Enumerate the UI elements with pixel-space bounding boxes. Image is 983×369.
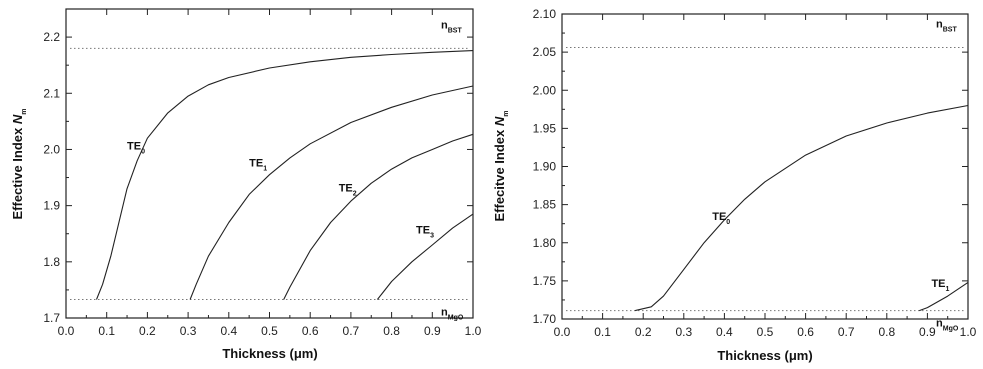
series-label-te3-main: TE: [416, 225, 430, 237]
x-tick-label: 0.3: [180, 324, 197, 338]
x-tick-label: 1.0: [960, 325, 977, 339]
reference-line-label-sub: MgO: [448, 314, 464, 321]
y-axis-label-symbol: N: [492, 116, 507, 126]
y-axis-label-symbol: N: [10, 114, 25, 124]
x-tick-label: 0.1: [594, 325, 611, 339]
series-label-te2-main: TE: [339, 183, 353, 195]
series-label-te2-sub: 2: [353, 191, 357, 198]
series-label-te0-sub: 0: [726, 219, 730, 226]
y-tick-label: 2.00: [533, 83, 557, 97]
x-tick-label: 0.7: [343, 324, 360, 338]
y-tick-label: 1.95: [533, 121, 557, 135]
x-axis-label: Thickness (μm): [222, 346, 317, 361]
y-axis-label-sub: m: [21, 109, 28, 115]
x-tick-label: 0.9: [919, 325, 936, 339]
x-tick-label: 0.7: [838, 325, 855, 339]
x-tick-label: 0.5: [261, 324, 278, 338]
y-tick-label: 2.10: [533, 7, 557, 21]
y-tick-label: 1.9: [43, 199, 60, 213]
reference-line-label: nBST: [441, 19, 462, 34]
x-tick-label: 0.4: [220, 324, 237, 338]
x-tick-label: 0.6: [797, 325, 814, 339]
series-label-te1-main: TE: [249, 157, 263, 169]
plot-frame: [561, 13, 969, 320]
reference-line-label-main: n: [441, 19, 448, 31]
series-label-te0: TE0: [127, 140, 145, 155]
x-tick-label: 0.2: [635, 325, 652, 339]
reference-line-label-main: n: [936, 318, 943, 330]
series-label-te1-sub: 1: [263, 165, 267, 172]
series-line-te1: [919, 281, 969, 312]
y-tick-label: 1.80: [533, 236, 557, 250]
x-tick-label: 0.9: [424, 324, 441, 338]
series-label-te0-sub: 0: [141, 148, 145, 155]
series-label-te1: TE1: [249, 157, 267, 172]
y-tick-label: 1.7: [43, 311, 60, 325]
y-tick-label: 2.05: [533, 45, 557, 59]
y-axis-label: Effective Index Nm: [10, 109, 28, 220]
y-tick-label: 1.70: [533, 312, 557, 326]
x-axis-label: Thickness (μm): [717, 348, 812, 363]
right-chart: 0.0 0.1 0.2 0.3 0.4 0.5 0.6 0.7 0.8 0.9 1.0 1.70 1.7…: [492, 7, 977, 363]
x-tick-label: 0.3: [675, 325, 692, 339]
y-tick-label: 2.1: [43, 86, 60, 100]
series-line-te0: [634, 104, 969, 312]
y-tick-label: 2.0: [43, 142, 60, 156]
y-tick-label: 1.75: [533, 274, 557, 288]
reference-line-label: nMgO: [936, 318, 959, 333]
y-axis-label-prefix: Effective Index: [10, 124, 25, 219]
plot-frame: [65, 8, 474, 319]
x-tick-label: 0.1: [98, 324, 115, 338]
series-line-te0: [95, 50, 474, 300]
series-label-te2: TE2: [339, 183, 357, 198]
y-tick-label: 1.90: [533, 160, 557, 174]
x-tick-label: 0.4: [716, 325, 733, 339]
series-label-te1-sub: 1: [946, 286, 950, 293]
reference-line-label-sub: MgO: [943, 326, 959, 333]
y-tick-label: 2.2: [43, 30, 60, 44]
series-label-te0-main: TE: [712, 211, 726, 223]
x-tick-label: 0.0: [554, 325, 571, 339]
reference-line-label-sub: BST: [943, 27, 958, 34]
x-tick-label: 0.8: [878, 325, 895, 339]
y-axis-label-prefix: Effecitve Index: [492, 126, 507, 221]
x-tick-label: 0.0: [58, 324, 75, 338]
y-tick-label: 1.8: [43, 255, 60, 269]
series-label-te3-sub: 3: [430, 233, 434, 240]
reference-line-label: nMgO: [441, 306, 464, 321]
x-tick-label: 0.2: [139, 324, 156, 338]
reference-line-label-sub: BST: [448, 27, 463, 34]
series-label-te0: TE0: [712, 211, 730, 226]
series-label-te1-main: TE: [931, 278, 945, 290]
y-tick-label: 1.85: [533, 198, 557, 212]
x-tick-label: 0.6: [302, 324, 319, 338]
series-label-te1: TE1: [931, 278, 949, 293]
x-tick-label: 1.0: [465, 324, 482, 338]
reference-line-label-main: n: [936, 19, 943, 31]
series-line-te3: [376, 213, 474, 300]
y-axis-label: Effecitve Index Nm: [492, 111, 510, 222]
reference-line-label: nBST: [936, 19, 957, 34]
x-tick-label: 0.8: [383, 324, 400, 338]
series-line-te1: [189, 85, 474, 300]
series-line-te2: [283, 133, 474, 300]
series-label-te3: TE3: [416, 225, 434, 240]
left-chart: 0.0 0.1 0.2 0.3 0.4 0.5 0.6 0.7 0.8 0.9 1.0 1.7 1.8 1…: [10, 8, 482, 361]
reference-line-label-main: n: [441, 306, 448, 318]
x-tick-label: 0.5: [757, 325, 774, 339]
y-axis-label-sub: m: [503, 111, 510, 117]
series-label-te0-main: TE: [127, 140, 141, 152]
